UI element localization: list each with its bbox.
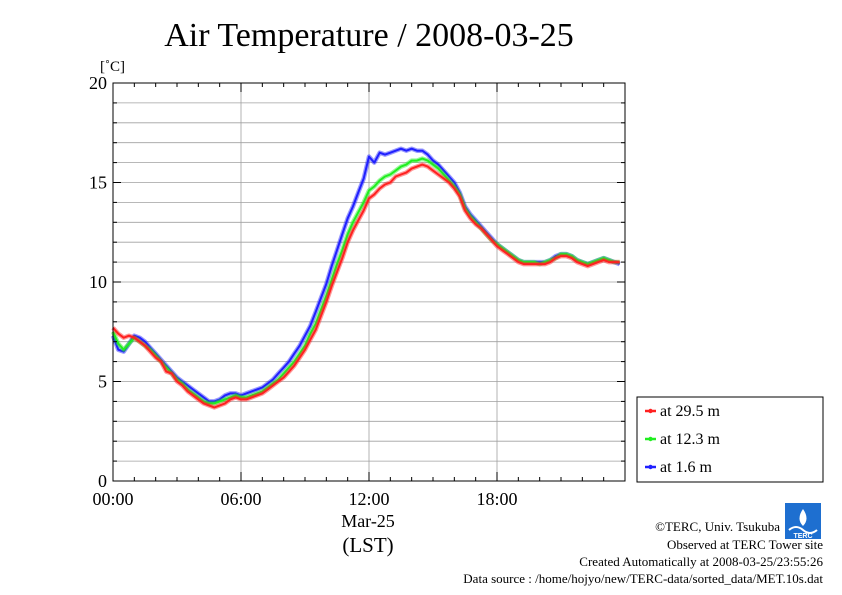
legend-marker <box>648 464 653 470</box>
grid-lines <box>113 83 625 481</box>
y-axis-unit-label: [˚C] <box>100 59 125 75</box>
x-tick-label: 18:00 <box>476 489 517 509</box>
x-tick-label: 12:00 <box>348 489 389 509</box>
series-halo-at-1-6-m <box>110 146 621 404</box>
logo-drop-icon <box>799 509 807 526</box>
series-line-at-12-3-m <box>112 157 620 405</box>
x-tick-label: 06:00 <box>220 489 261 509</box>
x-tick-labels: 00:00 06:00 12:00 18:00 <box>92 489 517 509</box>
series-line-at-1-6-m <box>112 147 621 403</box>
date-label: Mar-25 <box>341 511 395 531</box>
x-axis-label: (LST) <box>342 533 393 557</box>
terc-logo: TERC <box>785 503 821 540</box>
logo-text: TERC <box>793 533 812 540</box>
axis-ticks <box>112 82 626 482</box>
legend-marker <box>648 436 653 442</box>
legend-marker <box>648 408 653 414</box>
chart-title: Air Temperature / 2008-03-25 <box>164 17 574 54</box>
footer-created: Created Automatically at 2008-03-25/23:5… <box>579 554 823 569</box>
series-line-at-29-5-m <box>112 163 620 409</box>
y-tick-label: 0 <box>98 471 107 491</box>
y-tick-label: 20 <box>89 73 107 93</box>
legend: at 29.5 m at 12.3 m at 1.6 m <box>636 396 824 483</box>
y-tick-label: 15 <box>89 173 107 193</box>
series-layer <box>110 146 621 410</box>
logo-wave-icon <box>788 526 818 534</box>
y-tick-label: 10 <box>89 272 107 292</box>
series-halo-at-29-5-m <box>111 162 620 410</box>
legend-label: at 12.3 m <box>660 431 721 448</box>
y-tick-label: 5 <box>98 372 107 392</box>
legend-box <box>636 396 824 483</box>
footer-source: Data source : /home/hojyo/new/TERC-data/… <box>463 571 823 586</box>
y-tick-labels: 0 5 10 15 20 <box>89 73 107 491</box>
footer-copyright: ©TERC, Univ. Tsukuba <box>655 519 780 534</box>
legend-label: at 29.5 m <box>660 403 721 420</box>
x-tick-label: 00:00 <box>92 489 133 509</box>
footer-observed: Observed at TERC Tower site <box>667 537 823 552</box>
legend-label: at 1.6 m <box>660 459 713 476</box>
